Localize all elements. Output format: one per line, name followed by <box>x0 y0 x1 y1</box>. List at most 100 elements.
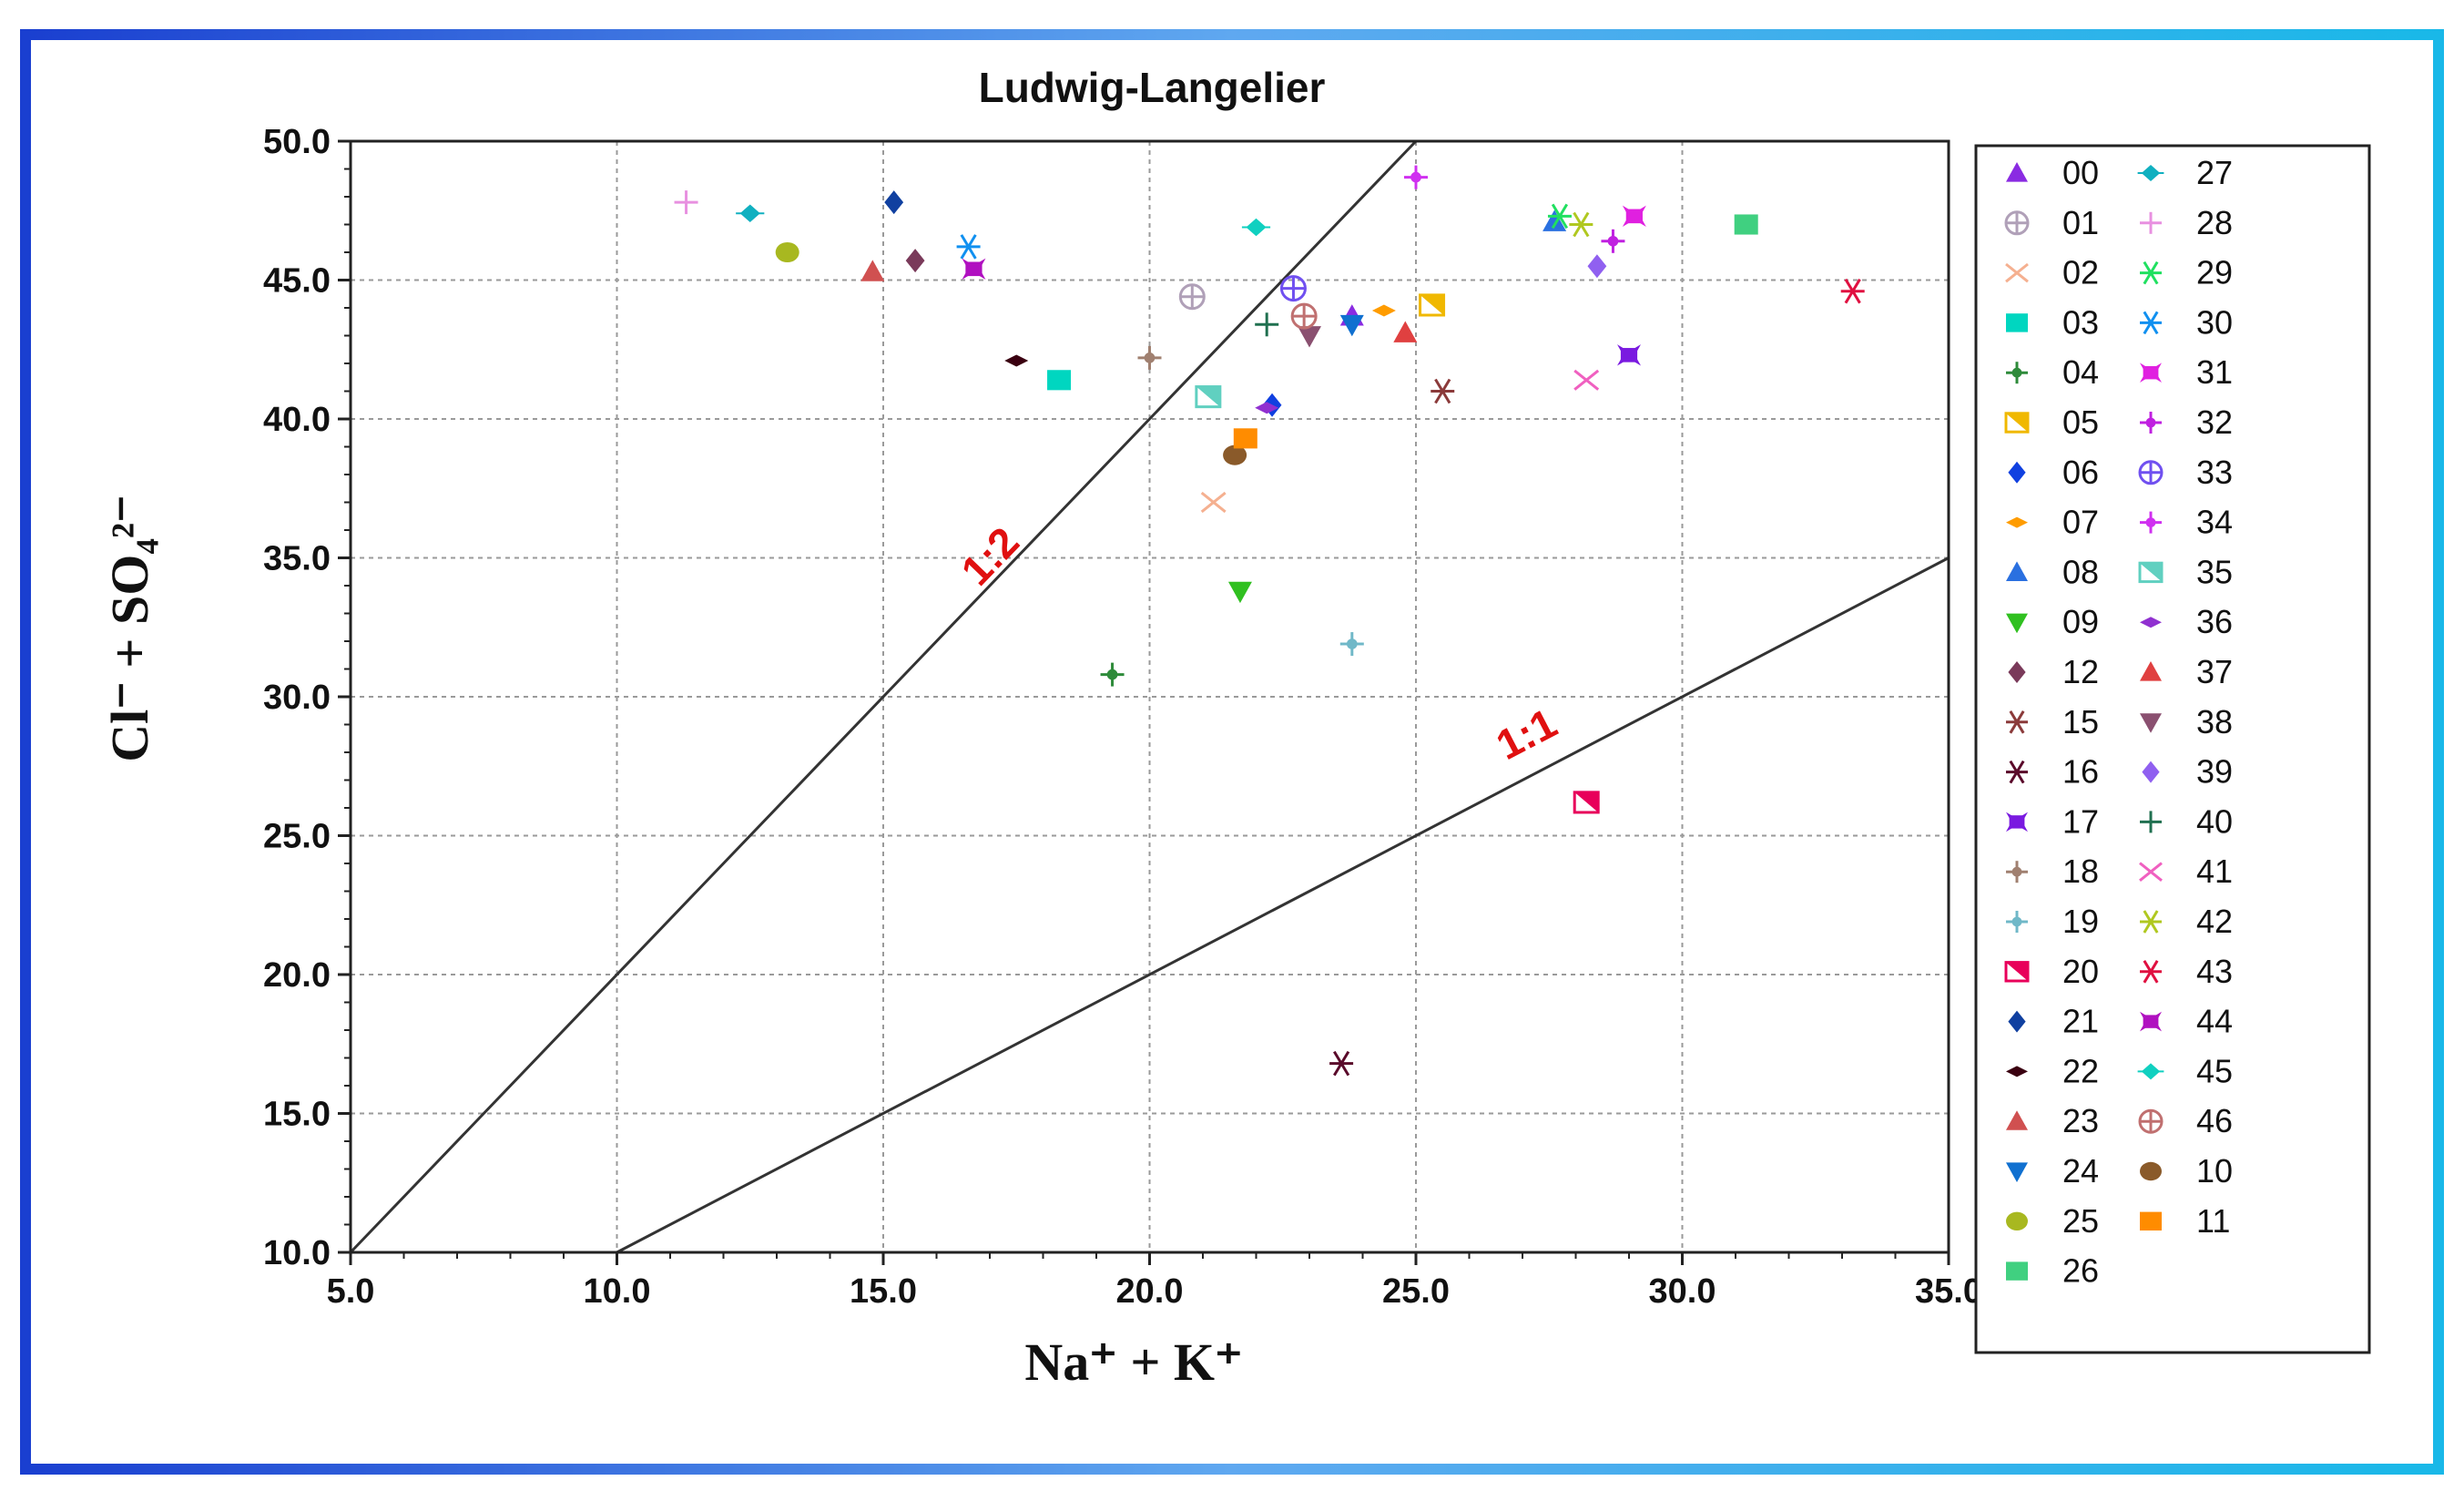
legend-label: 38 <box>2196 703 2233 740</box>
legend-item-35: 35 <box>2138 553 2233 590</box>
legend-label: 45 <box>2196 1052 2233 1089</box>
legend-item-43: 43 <box>2140 953 2233 990</box>
data-point-16 <box>1329 1050 1354 1077</box>
data-point-08 <box>1543 209 1567 231</box>
data-point-42 <box>1569 211 1593 238</box>
x-tick-label: 35.0 <box>1915 1272 1982 1311</box>
legend-item-32: 32 <box>2140 403 2233 441</box>
legend-label: 34 <box>2196 504 2233 541</box>
legend-item-26: 26 <box>2006 1252 2099 1290</box>
data-point-05 <box>1419 293 1446 317</box>
legend-label: 36 <box>2196 603 2233 640</box>
x-axis-ticks: 5.0 10.0 15.0 20.0 25.0 30.0 35.0 <box>327 1252 1982 1311</box>
legend-item-28: 28 <box>2140 204 2233 241</box>
y-axis-label: Cl⁻ + SO₄²⁻ <box>100 495 159 761</box>
legend-label: 11 <box>2196 1202 2230 1240</box>
y-tick-label: 10.0 <box>263 1234 331 1272</box>
legend-item-34: 34 <box>2140 504 2233 541</box>
data-points <box>674 165 1865 1077</box>
legend: 00 01 02 03 04 05 06 07 08 09 12 15 16 17 18 19 20 21 22 23… <box>1974 144 2371 1354</box>
y-tick-label: 30.0 <box>263 679 331 717</box>
y-tick-label: 25.0 <box>263 818 331 856</box>
data-point-32 <box>1601 229 1625 253</box>
gradient-border <box>20 29 2444 1475</box>
legend-item-45: 45 <box>2137 1052 2233 1089</box>
data-point-17 <box>1617 344 1641 366</box>
y-tick-label: 35.0 <box>263 540 331 578</box>
legend-item-11: 11 <box>2140 1202 2230 1240</box>
legend-box <box>1974 144 2371 1354</box>
legend-item-37: 37 <box>2140 653 2233 690</box>
data-point-41 <box>1573 369 1600 391</box>
x-tick-label: 15.0 <box>850 1272 917 1311</box>
legend-label: 09 <box>2062 603 2099 640</box>
legend-label: 04 <box>2062 353 2099 391</box>
legend-item-36: 36 <box>2140 603 2233 640</box>
data-point-30 <box>956 234 981 260</box>
x-tick-label: 5.0 <box>327 1272 375 1311</box>
reference-line-label: 1:1 <box>1489 699 1564 769</box>
reference-line-1-1 <box>616 556 1950 1254</box>
legend-label: 12 <box>2062 653 2099 690</box>
y-tick-label: 40.0 <box>263 401 331 439</box>
legend-label: 03 <box>2062 303 2099 341</box>
legend-item-09: 09 <box>2006 603 2099 640</box>
data-point-28 <box>674 190 698 215</box>
legend-item-07: 07 <box>2006 504 2099 541</box>
data-point-37 <box>1393 321 1418 342</box>
data-point-09 <box>1227 581 1252 604</box>
legend-label: 05 <box>2062 403 2099 441</box>
legend-label: 21 <box>2062 1003 2099 1040</box>
legend-label: 39 <box>2196 753 2233 791</box>
legend-label: 24 <box>2062 1152 2099 1190</box>
legend-label: 29 <box>2196 254 2233 291</box>
legend-label: 18 <box>2062 853 2099 890</box>
legend-item-24: 24 <box>2006 1152 2099 1190</box>
legend-label: 31 <box>2196 353 2233 391</box>
legend-item-38: 38 <box>2140 703 2233 740</box>
legend-label: 01 <box>2062 204 2099 241</box>
legend-item-42: 42 <box>2140 903 2233 940</box>
data-point-03 <box>1047 370 1072 391</box>
chart-title: Ludwig-Langelier <box>979 64 1326 111</box>
legend-item-00: 00 <box>2006 154 2099 191</box>
legend-item-22: 22 <box>2006 1052 2099 1089</box>
data-point-02 <box>1200 491 1227 514</box>
legend-item-31: 31 <box>2140 353 2233 391</box>
legend-item-15: 15 <box>2006 703 2099 740</box>
legend-label: 46 <box>2196 1102 2233 1139</box>
legend-label: 42 <box>2196 903 2233 940</box>
legend-item-02: 02 <box>2005 254 2099 291</box>
data-point-01 <box>1178 283 1206 311</box>
legend-label: 19 <box>2062 903 2099 940</box>
data-point-39 <box>1587 254 1607 279</box>
data-point-10 <box>1223 444 1247 465</box>
legend-label: 40 <box>2196 802 2233 840</box>
legend-label: 43 <box>2196 953 2233 990</box>
legend-label: 32 <box>2196 403 2233 441</box>
data-point-35 <box>1195 385 1222 409</box>
data-point-22 <box>1004 354 1029 367</box>
data-point-18 <box>1137 345 1162 370</box>
data-point-45 <box>1241 218 1271 237</box>
legend-label: 20 <box>2062 953 2099 990</box>
legend-item-33: 33 <box>2138 454 2233 491</box>
y-tick-label: 15.0 <box>263 1096 331 1134</box>
data-point-11 <box>1233 428 1257 449</box>
legend-item-29: 29 <box>2140 254 2233 291</box>
legend-label: 41 <box>2196 853 2233 890</box>
data-point-46 <box>1290 302 1318 330</box>
legend-label: 02 <box>2062 254 2099 291</box>
x-tick-label: 10.0 <box>584 1272 651 1311</box>
data-point-24 <box>1339 314 1364 337</box>
legend-label: 26 <box>2062 1252 2099 1290</box>
data-point-44 <box>962 258 986 280</box>
legend-item-17: 17 <box>2006 802 2099 840</box>
data-point-12 <box>905 249 925 273</box>
legend-item-20: 20 <box>2004 953 2099 990</box>
data-point-23 <box>860 260 885 281</box>
legend-label: 35 <box>2196 553 2233 590</box>
legend-label: 10 <box>2196 1152 2233 1190</box>
legend-label: 33 <box>2196 454 2233 491</box>
